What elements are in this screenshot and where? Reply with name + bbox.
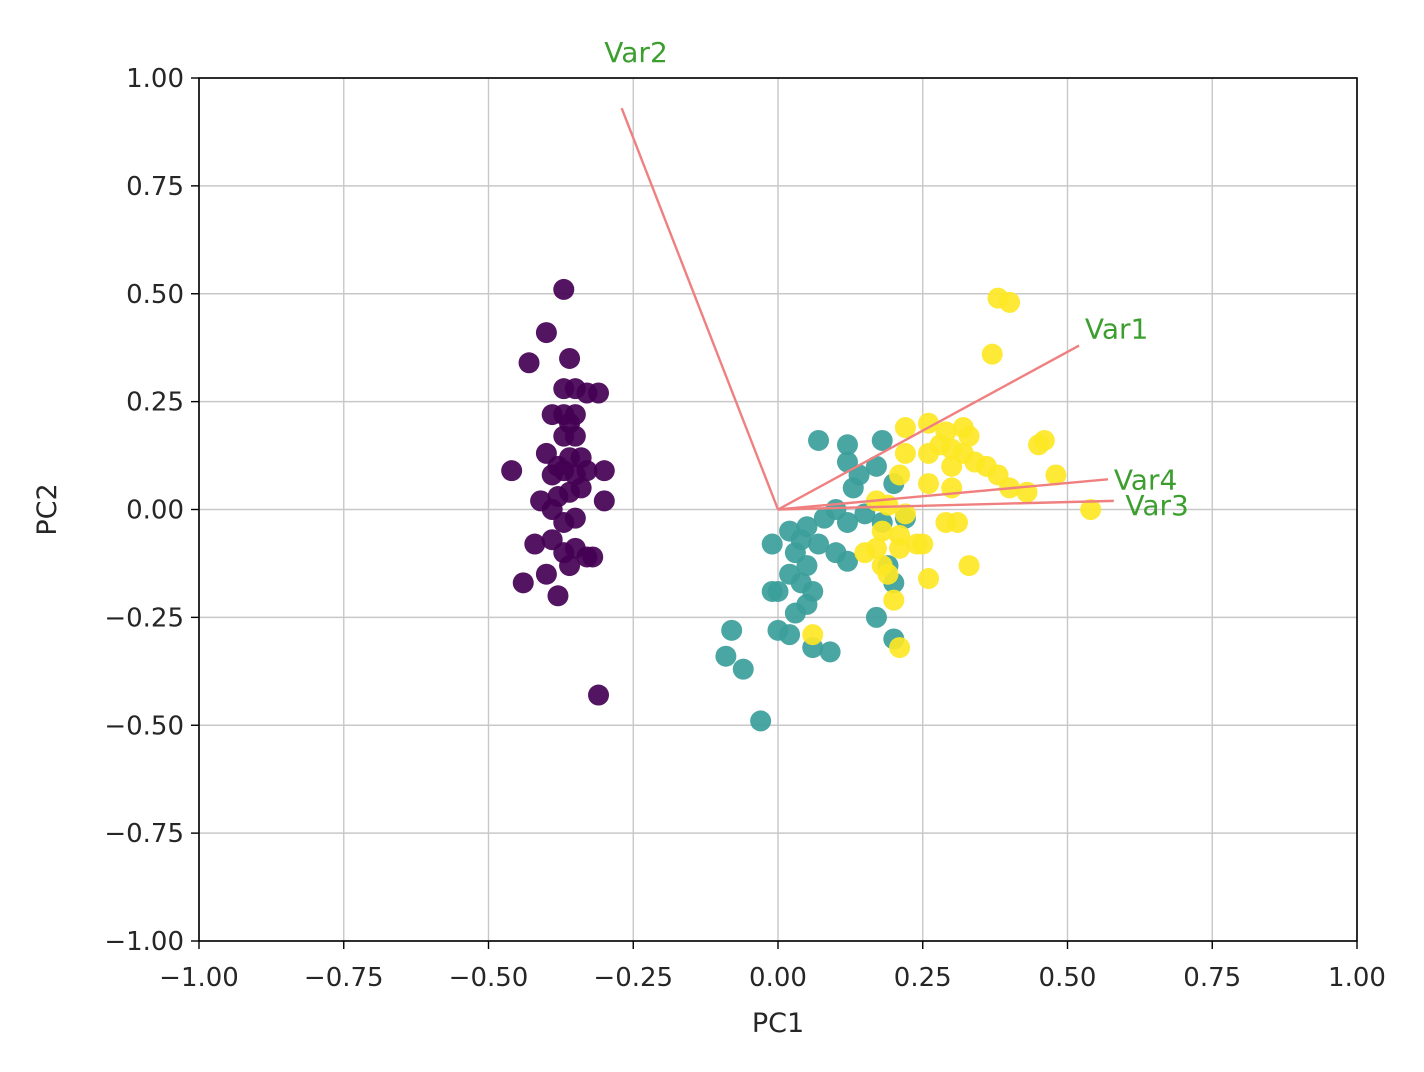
data-point-group-2 bbox=[802, 624, 824, 646]
x-tick-label: 0.50 bbox=[1039, 963, 1097, 993]
data-point-group-0 bbox=[547, 585, 569, 607]
data-point-group-1 bbox=[836, 550, 858, 572]
data-point-group-1 bbox=[761, 533, 783, 555]
vector-var4-label: Var4 bbox=[1114, 463, 1177, 496]
data-point-group-2 bbox=[999, 291, 1021, 313]
data-point-group-0 bbox=[593, 490, 615, 512]
data-point-group-0 bbox=[576, 382, 598, 404]
x-tick-label: −1.00 bbox=[159, 963, 239, 993]
data-point-group-1 bbox=[871, 429, 893, 451]
data-point-group-0 bbox=[553, 278, 575, 300]
y-tick-label: −0.25 bbox=[104, 603, 184, 633]
data-point-group-0 bbox=[564, 507, 586, 529]
data-point-group-1 bbox=[750, 710, 772, 732]
y-axis-ticks: −1.00 −0.75 −0.50 −0.25 0.00 0.25 0.50 0.75 1.00 bbox=[104, 64, 199, 957]
vector-var2-line bbox=[620, 107, 780, 510]
data-point-group-0 bbox=[501, 460, 523, 482]
data-point-group-0 bbox=[588, 684, 610, 706]
data-point-group-1 bbox=[836, 511, 858, 533]
data-point-group-1 bbox=[808, 429, 830, 451]
data-point-group-0 bbox=[512, 572, 534, 594]
data-point-group-0 bbox=[593, 460, 615, 482]
data-point-group-0 bbox=[576, 460, 598, 482]
data-point-group-0 bbox=[559, 555, 581, 577]
data-point-group-1 bbox=[761, 580, 783, 602]
data-point-group-1 bbox=[865, 455, 887, 477]
vector-var1-label: Var1 bbox=[1085, 312, 1148, 345]
y-tick-label: 1.00 bbox=[126, 64, 184, 94]
x-tick-label: −0.25 bbox=[593, 963, 673, 993]
x-tick-label: 0.25 bbox=[894, 963, 952, 993]
data-point-group-2 bbox=[889, 637, 911, 659]
data-point-group-1 bbox=[779, 624, 801, 646]
y-tick-label: 0.75 bbox=[126, 172, 184, 202]
data-point-group-2 bbox=[981, 343, 1003, 365]
data-point-group-0 bbox=[518, 352, 540, 374]
vector-var3-line bbox=[777, 499, 1114, 511]
data-point-group-1 bbox=[813, 507, 835, 529]
vector-var3-label: Var3 bbox=[1125, 489, 1188, 522]
data-point-group-2 bbox=[894, 417, 916, 439]
vector-var1-line bbox=[777, 344, 1080, 511]
data-point-group-2 bbox=[918, 473, 940, 495]
data-point-group-0 bbox=[564, 425, 586, 447]
grid bbox=[198, 77, 1358, 942]
data-point-group-0 bbox=[524, 533, 546, 555]
data-point-group-2 bbox=[894, 442, 916, 464]
vector-var4-line bbox=[777, 478, 1109, 511]
data-point-group-0 bbox=[564, 404, 586, 426]
data-point-group-2 bbox=[854, 542, 876, 564]
data-point-group-2 bbox=[946, 511, 968, 533]
y-tick-label: 0.50 bbox=[126, 280, 184, 310]
data-point-group-2 bbox=[1028, 434, 1050, 456]
data-point-group-2 bbox=[941, 455, 963, 477]
x-tick-label: −0.50 bbox=[449, 963, 529, 993]
data-point-group-2 bbox=[877, 563, 899, 585]
y-tick-label: 0.25 bbox=[126, 388, 184, 418]
data-point-group-2 bbox=[889, 537, 911, 559]
y-axis-label: PC2 bbox=[32, 483, 63, 535]
x-tick-label: −0.75 bbox=[304, 963, 384, 993]
data-point-group-1 bbox=[796, 555, 818, 577]
y-tick-label: −0.50 bbox=[104, 711, 184, 741]
data-point-group-1 bbox=[865, 606, 887, 628]
data-point-group-1 bbox=[732, 658, 754, 680]
data-point-group-2 bbox=[1080, 499, 1102, 520]
x-tick-label: 0.00 bbox=[749, 963, 807, 993]
data-point-group-2 bbox=[871, 520, 893, 542]
data-point-group-2 bbox=[1045, 464, 1067, 486]
data-point-group-1 bbox=[808, 533, 830, 555]
data-point-group-2 bbox=[894, 503, 916, 525]
x-axis-label: PC1 bbox=[752, 1008, 804, 1039]
data-point-group-1 bbox=[842, 477, 864, 499]
data-point-group-1 bbox=[721, 619, 743, 641]
data-point-group-1 bbox=[796, 593, 818, 615]
data-point-group-2 bbox=[883, 589, 905, 611]
data-point-group-1 bbox=[819, 641, 841, 663]
data-point-group-0 bbox=[582, 546, 604, 568]
data-point-group-0 bbox=[559, 347, 581, 369]
data-point-group-1 bbox=[836, 434, 858, 456]
data-point-group-0 bbox=[570, 477, 592, 499]
data-point-group-2 bbox=[918, 412, 940, 434]
y-tick-label: −1.00 bbox=[104, 927, 184, 957]
data-point-group-2 bbox=[918, 442, 940, 464]
data-point-group-0 bbox=[535, 563, 557, 585]
data-point-group-2 bbox=[918, 568, 940, 590]
x-axis-ticks: −1.00 −0.75 −0.50 −0.25 0.00 0.25 0.50 0.75 1.00 bbox=[159, 941, 1386, 993]
data-point-group-2 bbox=[889, 464, 911, 486]
y-tick-label: −0.75 bbox=[104, 819, 184, 849]
data-point-group-1 bbox=[715, 645, 737, 667]
data-point-group-2 bbox=[958, 425, 980, 447]
x-tick-label: 0.75 bbox=[1183, 963, 1241, 993]
data-point-group-2 bbox=[958, 555, 980, 577]
y-tick-label: 0.00 bbox=[126, 496, 184, 526]
data-point-group-0 bbox=[535, 322, 557, 344]
x-tick-label: 1.00 bbox=[1328, 963, 1386, 993]
data-point-group-2 bbox=[912, 533, 934, 555]
scatter-points bbox=[501, 278, 1102, 732]
vector-var2-label: Var2 bbox=[604, 36, 667, 69]
